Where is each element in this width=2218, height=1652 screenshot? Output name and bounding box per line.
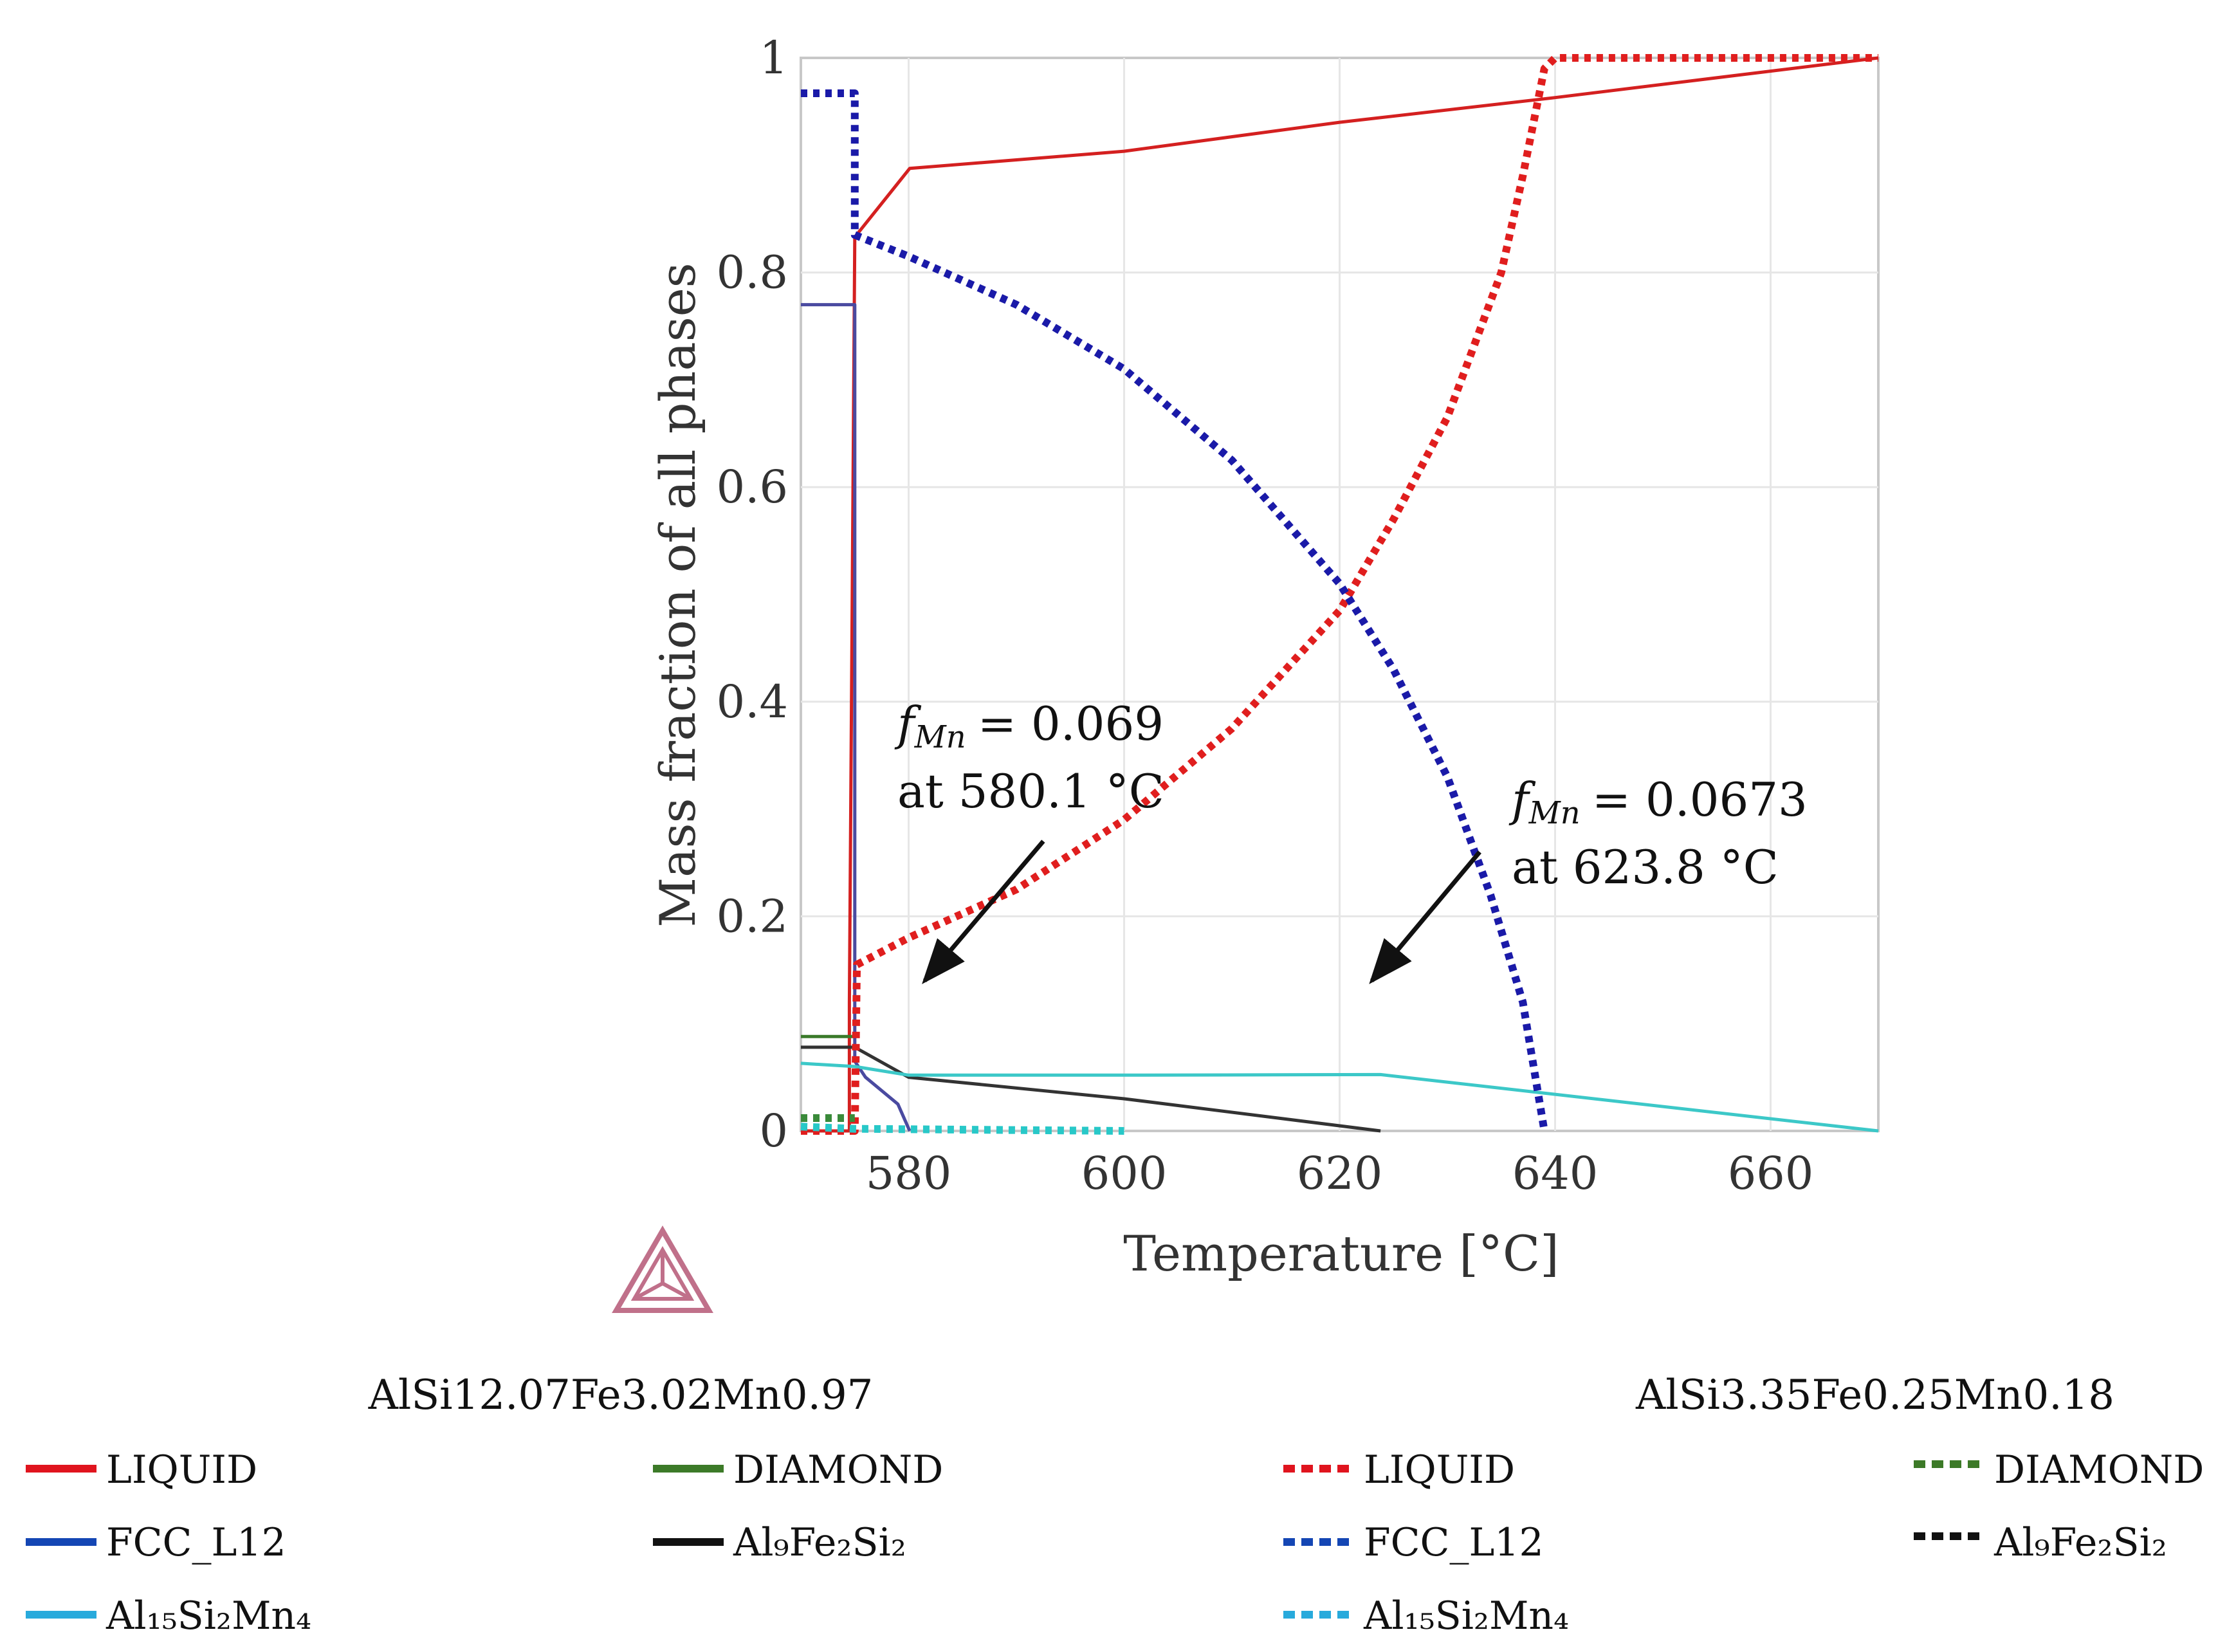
annotation-580-line2: at 580.1 °C [897, 764, 1164, 818]
series-dotted-fcc_l12 [801, 89, 1548, 1132]
annotation-580-line1: fMn = 0.069 [894, 697, 1164, 755]
thermo-calc-logo [612, 1225, 713, 1313]
legend-title-right: AlSi3.35Fe0.25Mn0.18 [1635, 1372, 2114, 1419]
annotation-623-arrow [1369, 850, 1481, 984]
x-tick-label-600: 600 [1081, 1147, 1168, 1200]
legend-label-right-al15si2mn4: Al₁₅Si₂Mn₄ [1363, 1593, 1569, 1638]
annotation-623-value: = 0.0673 [1592, 773, 1808, 827]
x-tick-label-620: 620 [1297, 1147, 1383, 1200]
x-tick-label-640: 640 [1512, 1147, 1599, 1200]
legend-label-left-al9fe2si2: Al₉Fe₂Si₂ [733, 1520, 906, 1565]
y-tick-label-3: 0.6 [717, 461, 788, 513]
series-dotted-al15si2mn4 [800, 1123, 1124, 1135]
grid [801, 58, 1878, 1131]
y-axis-ticks: 0 0.2 0.4 0.6 0.8 1 [717, 32, 788, 1157]
series-solid-liquid [801, 56, 1879, 1133]
annotation-580: fMn = 0.069 at 580.1 °C [894, 697, 1164, 984]
x-tick-label-580: 580 [866, 1147, 952, 1200]
legend-label-right-diamond: DIAMOND [1994, 1447, 2204, 1492]
legend-label-right-liquid: LIQUID [1364, 1447, 1515, 1492]
annotation-580-value: = 0.069 [978, 697, 1164, 751]
annotation-623-line2: at 623.8 °C [1512, 840, 1779, 894]
series-solid-al9fe2si2 [801, 1045, 1381, 1133]
y-tick-label-0: 0 [759, 1105, 788, 1157]
y-tick-label-1: 0.2 [717, 890, 788, 942]
x-tick-label-660: 660 [1728, 1147, 1814, 1200]
annotation-580-arrow [922, 840, 1045, 984]
series-group-dotted [800, 54, 1878, 1135]
legend-title-left: AlSi12.07Fe3.02Mn0.97 [368, 1372, 874, 1419]
y-tick-label-5: 1 [759, 32, 788, 84]
x-axis-title: Temperature [°C] [1123, 1225, 1559, 1282]
annotation-623-subscript: Mn [1528, 795, 1581, 831]
legend-label-right-fcc: FCC_L12 [1364, 1520, 1544, 1565]
legend: AlSi12.07Fe3.02Mn0.97 AlSi3.35Fe0.25Mn0.… [26, 1372, 2204, 1638]
series-dotted-liquid [801, 54, 1878, 1135]
x-axis-ticks: 580 600 620 640 660 [866, 1147, 1814, 1200]
y-tick-label-4: 0.8 [717, 246, 788, 299]
legend-label-left-al15si2mn4: Al₁₅Si₂Mn₄ [105, 1593, 311, 1638]
series-group-solid [800, 56, 1879, 1133]
annotation-623: fMn = 0.0673 at 623.8 °C [1369, 773, 1808, 984]
series-solid-fcc_l12 [801, 303, 912, 1132]
legend-label-left-diamond: DIAMOND [733, 1447, 943, 1492]
legend-label-left-liquid: LIQUID [106, 1447, 257, 1492]
plot-area: 580 600 620 640 660 0 0.2 0.4 0.6 0.8 1 [717, 32, 1880, 1200]
annotation-580-subscript: Mn [914, 719, 966, 755]
series-solid-al15si2mn4 [800, 1061, 1879, 1133]
legend-label-right-al9fe2si2: Al₉Fe₂Si₂ [1993, 1520, 2167, 1565]
legend-label-left-fcc: FCC_L12 [106, 1520, 286, 1565]
y-axis-title: Mass fraction of all phases [649, 262, 706, 927]
annotation-623-line1: fMn = 0.0673 [1508, 773, 1808, 831]
y-tick-label-2: 0.4 [717, 675, 788, 728]
